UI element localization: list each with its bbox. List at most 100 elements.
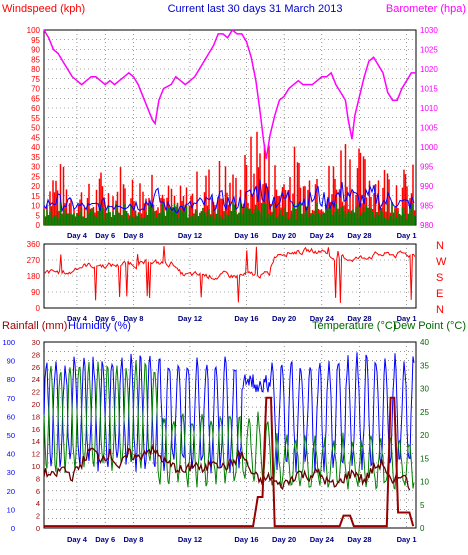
rainfall-tick-label: 30 (32, 338, 40, 347)
x-tick-label: Day 6 (95, 535, 115, 544)
humidity-tick-label: 40 (7, 450, 15, 459)
rainfall-tick-label: 20 (32, 400, 40, 409)
x-tick-label: Day 6 (95, 314, 115, 323)
temp-humidity-panel: 0102030405060708090100024681012141618202… (2, 338, 429, 544)
temperature-tick-label: 5 (420, 501, 425, 510)
x-tick-label: Day 16 (234, 231, 258, 240)
barometer-axis-label: Barometer (hpa) (386, 3, 466, 15)
rainfall-tick-label: 18 (32, 412, 40, 421)
rainfall-tick-label: 4 (36, 499, 40, 508)
x-tick-label: Day 24 (310, 314, 335, 323)
direction-tick-label: 360 (27, 240, 41, 249)
y-left-tick-label: 50 (31, 124, 40, 133)
x-tick-label: Day 20 (272, 231, 296, 240)
y-right-tick-label: 1020 (420, 65, 438, 74)
humidity-tick-label: 80 (7, 375, 15, 384)
x-tick-label: Day 8 (123, 314, 143, 323)
temperature-tick-label: 35 (420, 361, 429, 370)
temperature-tick-label: 0 (420, 524, 425, 533)
x-tick-label: Day 1 (397, 535, 417, 544)
x-tick-label: Day 4 (67, 535, 88, 544)
humidity-tick-label: 20 (7, 487, 15, 496)
temperature-tick-label: 15 (420, 454, 429, 463)
x-tick-label: Day 1 (397, 231, 417, 240)
y-left-tick-label: 40 (31, 143, 40, 152)
temperature-tick-label: 30 (420, 385, 429, 394)
x-tick-label: Day 28 (347, 231, 371, 240)
y-left-tick-label: 95 (31, 36, 40, 45)
y-left-tick-label: 25 (31, 172, 40, 181)
x-tick-label: Day 12 (178, 535, 202, 544)
x-tick-label: Day 24 (310, 535, 335, 544)
y-left-tick-label: 80 (31, 65, 40, 74)
y-left-tick-label: 60 (31, 104, 40, 113)
y-left-tick-label: 45 (31, 133, 40, 142)
temperature-tick-label: 25 (420, 408, 429, 417)
y-left-tick-label: 55 (31, 114, 40, 123)
direction-label: N (436, 304, 444, 316)
temperature-tick-label: 10 (420, 478, 429, 487)
x-tick-label: Day 8 (123, 535, 143, 544)
direction-label: N (436, 240, 444, 252)
rainfall-line (44, 396, 415, 528)
humidity-tick-label: 60 (7, 412, 15, 421)
barometer-line (43, 28, 416, 159)
gust-line (43, 179, 415, 214)
x-tick-label: Day 4 (67, 314, 88, 323)
x-tick-label: Day 12 (178, 231, 202, 240)
y-right-tick-label: 1015 (420, 85, 438, 94)
wind-barometer-panel: 0510152025303540455055606570758085909510… (27, 26, 439, 240)
x-tick-label: Day 24 (310, 231, 335, 240)
direction-tick-label: 180 (27, 272, 41, 281)
x-tick-label: Day 16 (234, 535, 258, 544)
rainfall-tick-label: 22 (32, 388, 40, 397)
rainfall-tick-label: 10 (32, 462, 40, 471)
rainfall-tick-label: 2 (36, 512, 40, 521)
humidity-tick-label: 0 (11, 524, 15, 533)
y-right-tick-label: 1025 (420, 46, 438, 55)
direction-label: S (436, 272, 443, 284)
temperature-tick-label: 40 (420, 338, 429, 347)
rainfall-tick-label: 12 (32, 450, 40, 459)
humidity-tick-label: 10 (7, 505, 15, 514)
temperature-line (43, 360, 415, 491)
y-left-tick-label: 70 (31, 85, 40, 94)
y-left-tick-label: 15 (31, 192, 40, 201)
temperature-axis-label: Temperature (°C) (312, 320, 396, 332)
x-tick-label: Day 28 (347, 314, 371, 323)
humidity-axis-label: Humidity (%) (68, 320, 131, 332)
y-left-tick-label: 35 (31, 153, 40, 162)
x-tick-label: Day 4 (67, 231, 88, 240)
rainfall-tick-label: 8 (36, 474, 40, 483)
windspeed-axis-label: Windspeed (kph) (2, 3, 85, 15)
y-right-tick-label: 995 (420, 163, 434, 172)
direction-tick-label: 90 (31, 288, 40, 297)
wind-direction-panel: 0 90 180 270 360 Day 4 Day 6 Day 8 Day 12 Day 16 D… (27, 240, 447, 323)
y-left-tick-label: 20 (31, 182, 40, 191)
x-tick-label: Day 12 (178, 314, 202, 323)
dewpoint-line (43, 444, 411, 491)
rainfall-tick-label: 16 (32, 425, 40, 434)
x-tick-label: Day 20 (272, 535, 296, 544)
dewpoint-axis-label: Dew Point (°C) (393, 320, 466, 332)
y-left-tick-label: 85 (31, 55, 40, 64)
rainfall-tick-label: 0 (36, 524, 40, 533)
temperature-tick-label: 20 (420, 431, 429, 440)
x-tick-label: Day 6 (95, 231, 115, 240)
y-left-tick-label: 100 (27, 26, 41, 35)
rainfall-tick-label: 14 (32, 437, 40, 446)
y-left-tick-label: 10 (31, 202, 40, 211)
rainfall-tick-label: 28 (32, 350, 40, 359)
y-left-tick-label: 30 (31, 163, 40, 172)
y-right-tick-label: 1005 (420, 124, 438, 133)
humidity-tick-label: 70 (7, 394, 15, 403)
y-right-tick-label: 1000 (420, 143, 438, 152)
y-left-tick-label: 5 (36, 211, 41, 220)
direction-label: E (436, 288, 443, 300)
humidity-tick-label: 30 (7, 468, 15, 477)
x-tick-label: Day 1 (397, 314, 417, 323)
humidity-tick-label: 100 (2, 338, 15, 347)
direction-tick-label: 270 (27, 256, 41, 265)
